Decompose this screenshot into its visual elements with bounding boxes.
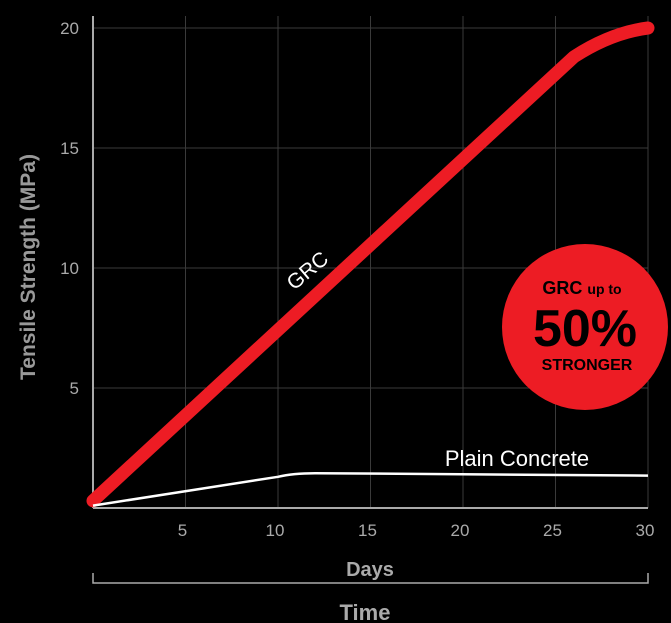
y-tick-label: 15 [60,139,79,158]
x-tick-label: 5 [178,521,187,540]
axes [92,16,648,509]
time-bracket [92,573,649,584]
badge-line1-small: up to [587,281,621,297]
x-axis-title: Days [346,559,394,581]
x-tick-label: 30 [636,521,655,540]
strength-badge: GRC up to 50% STRONGER [502,244,668,410]
plain-concrete-series-label: Plain Concrete [445,446,589,471]
x-tick-label: 20 [451,521,470,540]
badge-big-percent: 50% [533,300,637,358]
badge-line1-bold: GRC [542,278,582,298]
badge-circle [502,244,668,410]
y-axis-title: Tensile Strength (MPa) [17,154,40,380]
y-tick-label: 10 [60,259,79,278]
series-lines [86,21,655,508]
x-tick-label: 15 [358,521,377,540]
tick-labels: 5 10 15 20 25 30 5 10 15 20 [60,19,654,540]
badge-line3: STRONGER [542,357,633,374]
axis-titles: Tensile Strength (MPa) Days Time [17,154,649,623]
badge-line1: GRC up to [542,278,621,298]
plain-concrete-line [92,471,649,507]
x-tick-label: 10 [266,521,285,540]
y-tick-label: 20 [60,19,79,38]
y-tick-label: 5 [70,379,79,398]
x-tick-label: 25 [543,521,562,540]
grc-line [86,21,655,508]
group-title: Time [340,600,391,623]
series-labels: GRC Plain Concrete [283,247,590,471]
